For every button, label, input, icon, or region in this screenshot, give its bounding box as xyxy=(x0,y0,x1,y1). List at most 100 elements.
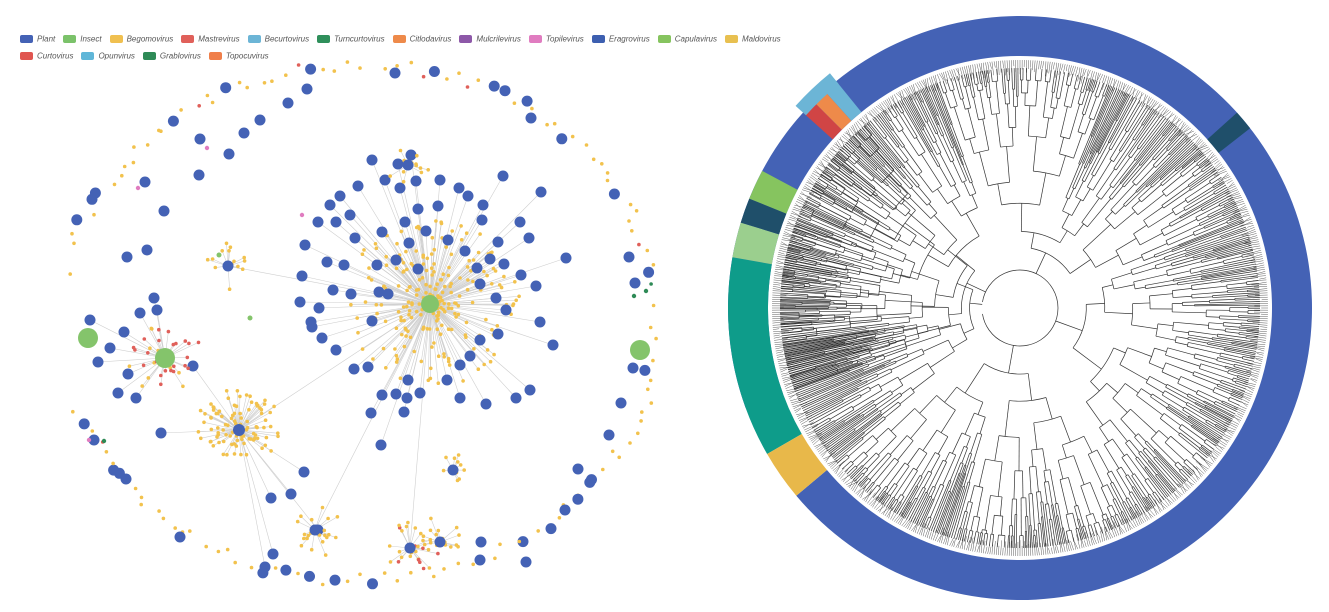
plant-node xyxy=(510,392,522,404)
virus-node xyxy=(424,282,428,287)
virus-node xyxy=(220,249,224,253)
legend-swatch xyxy=(591,34,605,43)
virus-node xyxy=(276,431,280,436)
virus-node xyxy=(234,444,239,448)
virus-node xyxy=(414,293,419,297)
legend-item-plant[interactable]: Plant xyxy=(20,30,55,48)
phylogenetic-tree xyxy=(728,15,1312,600)
virus-node xyxy=(302,532,307,537)
virus-node xyxy=(584,143,589,147)
ring-segment-maldovirus xyxy=(767,434,827,496)
plant-node xyxy=(238,127,250,139)
virus-node xyxy=(414,549,418,554)
network-edge xyxy=(238,429,274,555)
virus-node xyxy=(433,287,438,292)
virus-node xyxy=(628,202,633,207)
virus-node xyxy=(302,536,306,541)
virus-node xyxy=(183,363,187,368)
virus-node xyxy=(436,294,440,298)
virus-node xyxy=(419,170,424,175)
virus-node xyxy=(472,347,476,351)
plant-node xyxy=(560,252,572,264)
virus-node xyxy=(450,229,455,233)
plant-node xyxy=(499,85,511,97)
virus-node xyxy=(235,438,240,443)
virus-node xyxy=(636,431,640,436)
legend-label: Curtovirus xyxy=(37,51,74,61)
legend-item-maldovirus[interactable]: Maldovirus xyxy=(724,30,781,48)
virus-node xyxy=(230,442,234,447)
virus-node xyxy=(186,366,190,371)
virus-node xyxy=(445,77,449,81)
virus-node xyxy=(263,398,267,403)
virus-node xyxy=(444,245,449,249)
virus-node xyxy=(410,302,414,307)
legend-item-capulavirus[interactable]: Capulavirus xyxy=(657,30,717,48)
legend-item-curtovirus[interactable]: Curtovirus xyxy=(20,47,73,65)
plant-node xyxy=(338,259,350,271)
virus-node xyxy=(456,460,460,464)
virus-node xyxy=(436,310,441,315)
virus-node xyxy=(211,444,216,448)
plant-node xyxy=(139,176,151,188)
virus-node xyxy=(70,231,74,236)
virus-node xyxy=(148,346,152,351)
virus-node xyxy=(405,267,409,272)
legend-item-topilevirus[interactable]: Topilevirus xyxy=(528,30,584,48)
virus-node xyxy=(202,420,206,425)
plant-node xyxy=(294,296,306,308)
virus-node xyxy=(161,516,166,521)
virus-node xyxy=(465,287,470,292)
legend-item-becurtovirus[interactable]: Becurtovirus xyxy=(247,30,309,48)
virus-node xyxy=(374,246,379,250)
virus-node xyxy=(157,509,161,513)
virus-node xyxy=(640,410,644,414)
ring-segment-insect xyxy=(749,170,798,214)
legend-item-mastrevirus[interactable]: Mastrevirus xyxy=(181,30,240,48)
virus-node xyxy=(244,452,249,457)
plant-node xyxy=(403,237,415,249)
network-edge xyxy=(237,390,240,431)
virus-node xyxy=(643,288,649,294)
virus-node xyxy=(367,276,371,280)
virus-node xyxy=(459,224,463,228)
virus-node xyxy=(482,269,486,274)
plant-node xyxy=(442,234,454,246)
virus-node xyxy=(408,285,412,289)
virus-node xyxy=(305,536,309,541)
virus-node xyxy=(495,324,500,328)
virus-node xyxy=(395,241,399,246)
plant-node xyxy=(524,384,536,396)
plant-node xyxy=(412,203,424,215)
virus-node xyxy=(299,543,304,548)
virus-node xyxy=(416,544,420,549)
virus-node xyxy=(399,555,404,560)
network-edge xyxy=(227,265,431,305)
legend-item-insect[interactable]: Insect xyxy=(63,30,102,48)
legend-item-grablovirus[interactable]: Grablovirus xyxy=(142,47,201,65)
virus-node xyxy=(628,441,632,445)
plant-node xyxy=(362,361,374,373)
plant-node xyxy=(559,504,571,516)
network-edge xyxy=(425,230,431,305)
virus-node xyxy=(449,545,453,549)
legend-item-opunvirus[interactable]: Opunvirus xyxy=(81,47,135,65)
virus-node xyxy=(249,437,253,441)
virus-node xyxy=(244,393,249,397)
virus-node xyxy=(196,340,201,345)
network-edge xyxy=(380,303,431,446)
virus-node xyxy=(467,258,472,263)
legend-item-begomovirus[interactable]: Begomovirus xyxy=(109,30,173,48)
plant-node xyxy=(476,214,488,226)
virus-node xyxy=(457,294,462,298)
virus-node xyxy=(441,307,446,312)
legend-item-mulcrilevirus[interactable]: Mulcrilevirus xyxy=(459,30,521,48)
virus-node xyxy=(394,353,399,358)
legend-item-topocuvirus[interactable]: Topocuvirus xyxy=(208,47,269,65)
legend: Plant Insect Begomovirus Mastrevirus Becurto… xyxy=(20,30,781,65)
plant-node xyxy=(309,524,321,536)
legend-item-turncurtovirus[interactable]: Turncurtovirus xyxy=(317,30,385,48)
legend-item-citlodavirus[interactable]: Citlodavirus xyxy=(392,30,451,48)
virus-node xyxy=(485,273,489,278)
legend-item-eragrovirus[interactable]: Eragrovirus xyxy=(591,30,650,48)
